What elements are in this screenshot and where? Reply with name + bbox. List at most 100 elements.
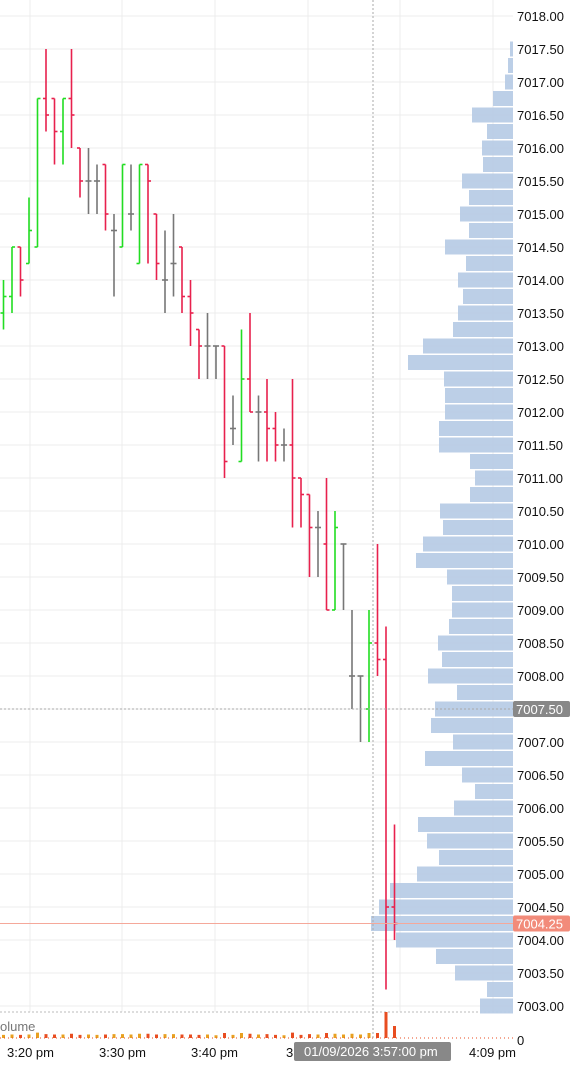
volume-bar — [27, 1034, 31, 1038]
ohlc-bar — [0, 280, 7, 330]
volume-bar — [44, 1034, 48, 1038]
profile-bar — [493, 91, 513, 106]
volume-bar — [206, 1034, 209, 1038]
volume-pane-label: olume — [0, 1019, 35, 1034]
profile-bar — [436, 949, 513, 964]
volume-bar — [240, 1033, 243, 1038]
price-tick-label: 7005.50 — [517, 834, 564, 849]
ohlc-bar — [94, 164, 100, 214]
price-tick-label: 7008.00 — [517, 669, 564, 684]
ohlc-bars — [0, 49, 398, 990]
ohlc-bar — [289, 379, 296, 528]
ohlc-bar — [315, 511, 321, 577]
ohlc-bar — [374, 544, 381, 676]
volume-bar — [129, 1034, 133, 1038]
profile-bar — [431, 718, 513, 733]
profile-bar — [508, 58, 513, 73]
profile-bar — [482, 140, 513, 156]
price-tick-label: 7015.50 — [517, 174, 564, 189]
ohlc-bar — [43, 49, 49, 132]
profile-bar — [457, 685, 513, 700]
profile-bar — [423, 338, 513, 354]
ohlc-bar — [119, 163, 126, 248]
volume-bar — [384, 1012, 388, 1038]
volume-bar — [367, 1033, 371, 1038]
ohlc-bar — [298, 477, 304, 528]
ohlc-bar — [77, 147, 83, 198]
profile-bar — [425, 751, 513, 766]
volume-bar — [333, 1033, 337, 1038]
volume-pane: olume 0 — [0, 1012, 524, 1048]
price-tick-label: 7012.00 — [517, 405, 564, 420]
price-tick-label: 7003.00 — [517, 999, 564, 1014]
volume-bar — [19, 1034, 22, 1038]
volume-bar — [223, 1033, 226, 1038]
volume-bar — [316, 1034, 320, 1038]
crosshair-time-label: 01/09/2026 3:57:00 pm — [304, 1044, 438, 1059]
volume-bar — [104, 1034, 107, 1038]
profile-bar — [444, 371, 513, 387]
volume-bar — [172, 1034, 175, 1038]
profile-bar — [439, 850, 513, 865]
crosshair-time-badge — [294, 1042, 451, 1061]
ohlc-bar — [349, 610, 355, 709]
profile-bar — [442, 652, 513, 667]
ohlc-bar — [204, 313, 211, 379]
time-tick-label: 3:40 pm — [191, 1045, 238, 1060]
profile-bar — [396, 932, 513, 948]
profile-bar — [462, 173, 513, 189]
price-tick-label: 7014.50 — [517, 240, 564, 255]
volume-bar — [36, 1032, 39, 1038]
volume-bar — [342, 1034, 345, 1038]
volume-axis-zero: 0 — [517, 1033, 524, 1048]
volume-bar — [299, 1034, 303, 1038]
grid-lines — [0, 0, 513, 1013]
ohlc-bar — [281, 428, 287, 462]
ohlc-bar — [145, 163, 151, 264]
price-tick-label: 7013.00 — [517, 339, 564, 354]
price-tick-label: 7016.00 — [517, 141, 564, 156]
volume-bar — [10, 1034, 14, 1038]
volume-bar — [70, 1033, 73, 1038]
ohlc-bar — [340, 543, 347, 610]
ohlc-bar — [26, 197, 32, 265]
profile-bar — [463, 289, 513, 304]
ohlc-bar — [187, 280, 194, 346]
profile-bar — [445, 404, 513, 420]
ohlc-bar — [264, 379, 270, 462]
ohlc-bar — [60, 97, 66, 165]
profile-bar — [458, 305, 513, 321]
price-tick-label: 7008.50 — [517, 636, 564, 651]
profile-bar — [428, 668, 513, 684]
ohlc-bar — [153, 213, 160, 280]
profile-bar — [379, 899, 513, 915]
ohlc-bar — [162, 230, 168, 313]
profile-bar — [469, 223, 513, 238]
profile-bar — [510, 41, 513, 57]
time-axis[interactable]: 3:20 pm 3:30 pm 3:40 pm 3: 4:09 pm — [7, 1045, 516, 1060]
ohlc-bar — [17, 246, 24, 297]
crosshair-price-badge — [513, 701, 570, 717]
profile-bar — [487, 982, 513, 997]
price-tick-label: 7009.00 — [517, 603, 564, 618]
profile-bar — [453, 322, 513, 337]
price-axis[interactable]: 7003.00 7003.50 7004.00 7004.50 7005.00 7005.… — [517, 9, 564, 1014]
price-tick-label: 7009.50 — [517, 570, 564, 585]
crosshair — [0, 0, 513, 1040]
volume-bar — [308, 1034, 311, 1038]
ohlc-bar — [9, 246, 15, 313]
volume-bar — [257, 1034, 260, 1038]
ohlc-bar — [213, 345, 219, 379]
profile-bar — [483, 157, 513, 172]
profile-bar — [390, 883, 513, 898]
ohlc-bar — [332, 511, 338, 611]
ohlc-bar — [238, 329, 245, 463]
volume-bar — [95, 1034, 99, 1038]
profile-bar — [427, 833, 513, 849]
ohlc-bar — [128, 164, 134, 231]
volume-bar — [376, 1033, 379, 1038]
profile-bar — [449, 619, 513, 634]
volume-bar — [112, 1034, 116, 1038]
